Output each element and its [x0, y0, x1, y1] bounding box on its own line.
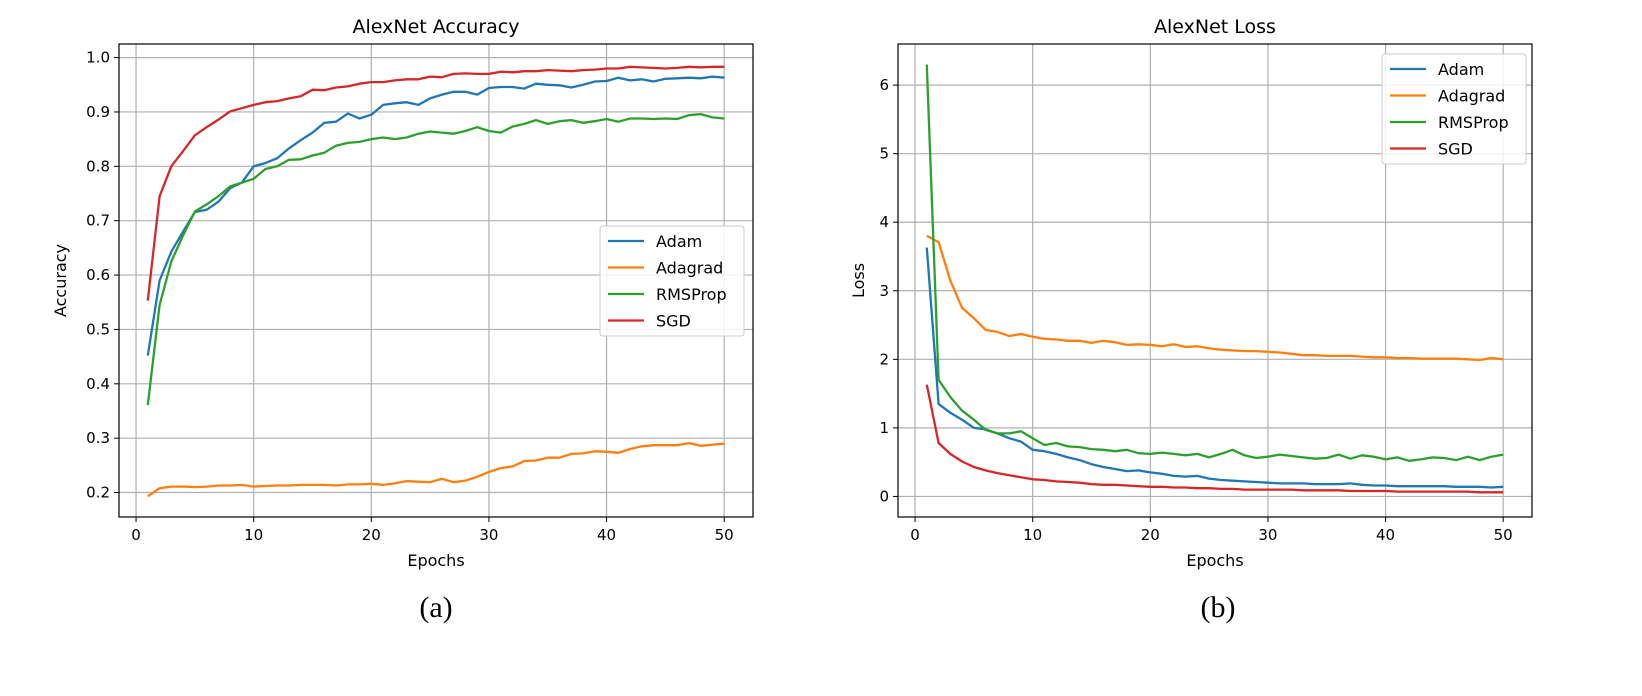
x-tick-label: 0 — [131, 526, 141, 544]
legend-label-adam: Adam — [656, 232, 702, 251]
x-tick-label: 10 — [1023, 526, 1042, 544]
legend-label-sgd: SGD — [1438, 140, 1473, 159]
y-tick-label: 0.3 — [86, 429, 110, 447]
y-tick-label: 1 — [879, 419, 889, 437]
x-tick-label: 30 — [479, 526, 498, 544]
y-tick-label: 5 — [879, 145, 889, 163]
y-tick-label: 0.4 — [86, 375, 110, 393]
legend-label-rmsprop: RMSProp — [656, 285, 727, 304]
series-line-sgd — [925, 384, 1504, 494]
x-axis-label: Epochs — [407, 551, 464, 570]
series-line-rmsprop — [925, 64, 1504, 462]
x-tick-label: 50 — [715, 526, 734, 544]
chart-title: AlexNet Accuracy — [352, 16, 519, 38]
series-line-rmsprop — [146, 112, 725, 406]
x-tick-label: 40 — [597, 526, 616, 544]
x-tick-label: 10 — [244, 526, 263, 544]
y-tick-label: 4 — [879, 213, 889, 231]
legend-label-rmsprop: RMSProp — [1438, 113, 1509, 132]
plot-frame — [897, 43, 1533, 518]
y-tick-label: 2 — [879, 350, 889, 368]
plot-frame — [118, 43, 754, 518]
y-axis-label: Accuracy — [51, 244, 70, 317]
y-axis-label: Loss — [849, 263, 868, 298]
series-line-adagrad — [147, 441, 725, 498]
series-line-adagrad — [926, 234, 1504, 362]
y-tick-label: 1.0 — [86, 49, 110, 67]
x-tick-label: 50 — [1494, 526, 1513, 544]
legend-box — [1381, 53, 1527, 165]
panel-label: (b) — [1201, 591, 1236, 624]
series-line-adam — [146, 75, 725, 356]
y-tick-label: 0.9 — [86, 103, 110, 121]
y-tick-label: 3 — [879, 282, 889, 300]
panel-label: (a) — [419, 591, 452, 624]
legend-label-adagrad: Adagrad — [656, 259, 723, 278]
series-line-adam — [925, 247, 1504, 489]
y-tick-label: 0.8 — [86, 157, 110, 175]
legend: Adam Adagrad RMSProp SGD — [599, 225, 745, 337]
chart-title: AlexNet Loss — [1154, 16, 1276, 38]
y-tick-label: 0.2 — [86, 484, 110, 502]
legend: Adam Adagrad RMSProp SGD — [1381, 53, 1527, 165]
x-tick-label: 30 — [1258, 526, 1277, 544]
legend-label-adam: Adam — [1438, 60, 1484, 79]
y-tick-label: 0.7 — [86, 212, 110, 230]
chart-alexnet-loss: 0 10 20 30 40 50 0 1 2 3 4 5 6 AlexNet Loss Epochs Loss… — [849, 16, 1533, 624]
x-tick-label: 0 — [910, 526, 920, 544]
y-tick-label: 0 — [879, 487, 889, 505]
y-tick-label: 6 — [879, 76, 889, 94]
y-tick-label: 0.6 — [86, 266, 110, 284]
x-tick-label: 40 — [1376, 526, 1395, 544]
chart-alexnet-accuracy: 0 10 20 30 40 50 0.2 0.3 0.4 0.5 0.6 0.7 0.8 0.9 1.0 Al… — [51, 16, 754, 624]
legend-label-adagrad: Adagrad — [1438, 87, 1505, 106]
legend-box — [599, 225, 745, 337]
x-tick-label: 20 — [362, 526, 381, 544]
y-tick-label: 0.5 — [86, 320, 110, 338]
legend-label-sgd: SGD — [656, 312, 691, 331]
x-tick-label: 20 — [1141, 526, 1160, 544]
series-line-sgd — [146, 65, 725, 301]
x-axis-label: Epochs — [1186, 551, 1243, 570]
